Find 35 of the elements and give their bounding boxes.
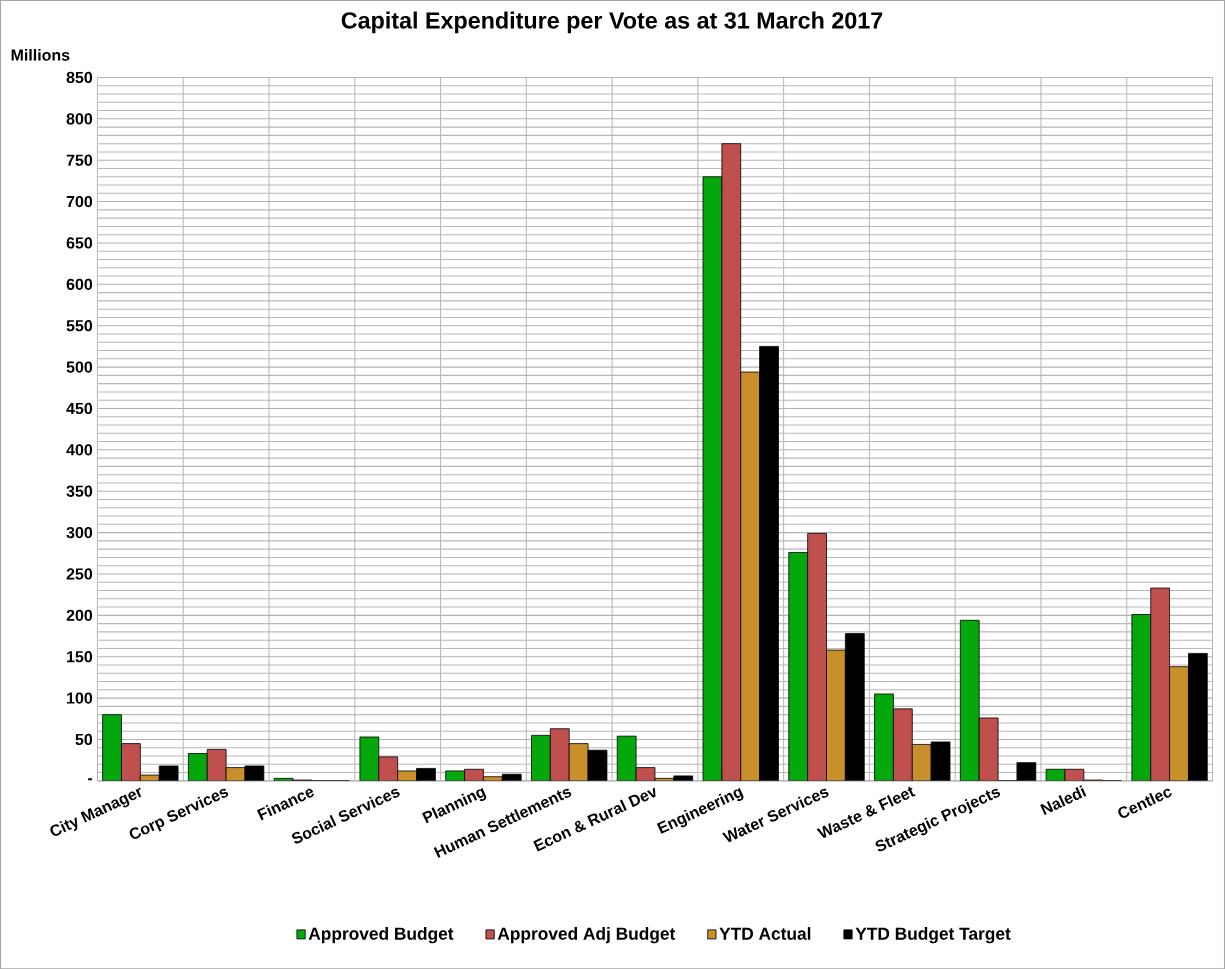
bar <box>788 551 809 781</box>
y-tick-label: 100 <box>67 692 93 704</box>
bar <box>826 649 846 781</box>
y-tick-label: 750 <box>66 154 93 166</box>
y-tick-label: 50 <box>75 733 93 746</box>
bar <box>874 693 894 781</box>
bar <box>959 619 980 781</box>
y-tick-label: 250 <box>66 568 93 580</box>
legend-label: YTD Budget Target <box>855 927 1011 944</box>
y-tick-label: 200 <box>66 609 93 621</box>
y-axis-title: Millions <box>11 48 70 61</box>
y-tick-label: 350 <box>66 485 93 497</box>
y-tick-label: 150 <box>67 650 93 663</box>
y-tick-label: 650 <box>66 237 93 249</box>
bar <box>102 714 122 781</box>
y-tick-label: 700 <box>66 195 93 208</box>
bar <box>1169 666 1189 781</box>
y-tick-label: 300 <box>66 526 93 539</box>
bar <box>702 176 723 781</box>
bar <box>911 743 932 781</box>
y-tick-label: 550 <box>66 319 93 332</box>
y-tick-label: - <box>88 778 93 781</box>
y-tick-label: 800 <box>66 113 93 125</box>
y-tick-label: 850 <box>66 71 93 83</box>
legend-label: Approved Budget <box>308 927 454 944</box>
chart-title: Capital Expenditure per Vote as at 31 March 2017 <box>341 11 883 34</box>
y-tick-label: 450 <box>66 402 93 415</box>
legend-label: Approved Adj Budget <box>497 927 676 944</box>
legend-label: YTD Actual <box>719 927 811 940</box>
bar <box>531 734 551 781</box>
y-tick-label: 600 <box>66 278 93 290</box>
y-tick-label: 500 <box>66 361 93 373</box>
bar <box>740 371 761 781</box>
bar <box>187 753 208 781</box>
y-tick-label: 400 <box>66 444 93 456</box>
